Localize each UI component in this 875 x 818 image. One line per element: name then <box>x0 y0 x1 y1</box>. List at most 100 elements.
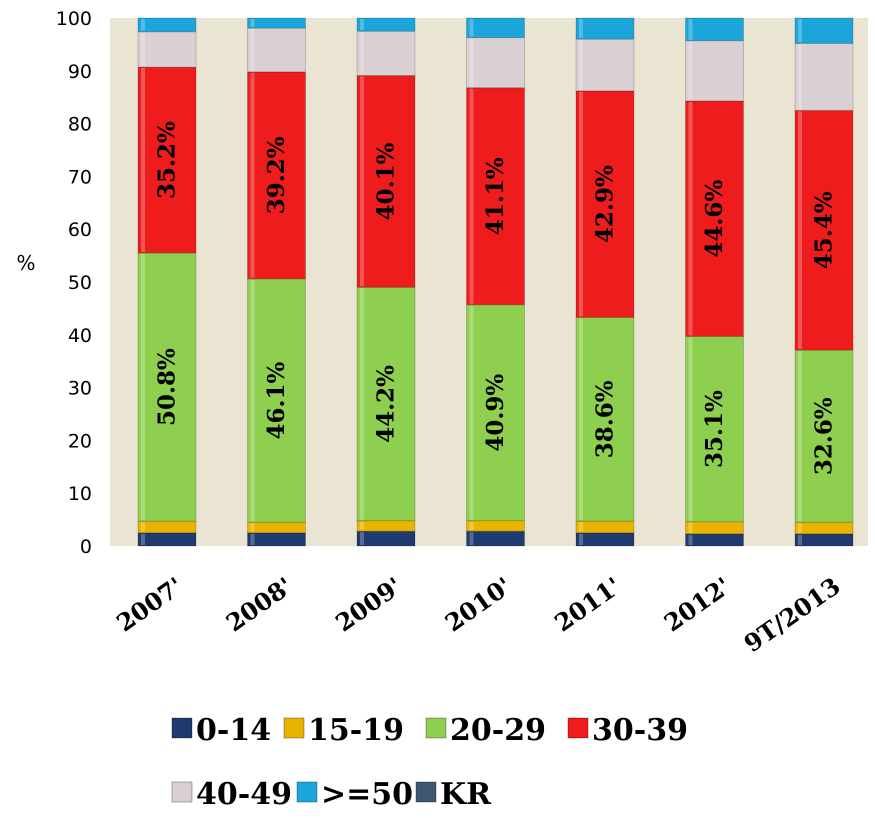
bar-stack: 40.9% 41.1% <box>466 17 525 547</box>
bar-highlight <box>688 41 693 100</box>
bars: 50.8% 35.2% 46.1% 39.2% 44.2% 40.1% 40.9% 41.1%… <box>137 17 854 547</box>
y-tick-label: 50 <box>68 272 92 294</box>
bar-segment <box>137 66 197 254</box>
bar-highlight <box>579 19 583 39</box>
y-tick-label: 40 <box>68 325 92 347</box>
bar-segment <box>137 532 197 547</box>
y-tick-label: 20 <box>68 430 92 452</box>
bar-segment <box>247 27 306 73</box>
bar-segment <box>466 87 525 306</box>
bar-highlight <box>250 533 255 545</box>
legend-label: 20-29 <box>450 713 546 748</box>
bar-segment <box>685 335 744 523</box>
bar-segment <box>794 42 854 111</box>
bar-segment <box>794 349 854 523</box>
bar-stack: 38.6% 42.9% <box>575 17 635 547</box>
bar-segment <box>466 17 525 39</box>
legend-swatch <box>415 781 437 803</box>
bar-segment <box>794 521 854 535</box>
legend-label: 15-19 <box>308 713 404 748</box>
bar-segment <box>794 109 854 351</box>
bar-highlight <box>360 521 364 531</box>
x-tick-label: 2009' <box>330 571 407 637</box>
bar-segment <box>685 40 744 102</box>
bar-highlight <box>250 19 255 28</box>
data-label: 50.8% <box>154 348 181 426</box>
bar-highlight <box>579 40 583 90</box>
bar-highlight <box>250 279 255 522</box>
bar-segment <box>137 17 197 33</box>
bar-highlight <box>579 522 583 532</box>
bar-highlight <box>250 72 255 278</box>
bar-highlight <box>141 19 145 31</box>
bar-highlight <box>141 533 145 545</box>
bar-stack: 50.8% 35.2% <box>137 17 197 547</box>
bar-segment <box>247 532 306 547</box>
bar-segment <box>685 17 744 42</box>
bar-highlight <box>360 32 364 75</box>
data-label: 35.1% <box>701 390 728 468</box>
x-tick-label: 2007' <box>111 571 188 637</box>
bar-segment <box>466 520 525 532</box>
bar-highlight <box>579 318 583 521</box>
data-label: 44.2% <box>373 365 400 443</box>
bar-highlight <box>798 523 802 533</box>
legend-swatch <box>171 781 193 803</box>
bar-highlight <box>141 68 145 252</box>
bar-segment <box>575 90 635 318</box>
bar-segment <box>575 38 635 92</box>
bar-highlight <box>688 522 693 533</box>
y-axis: 0 10 20 30 40 50 60 70 80 90 100% <box>16 8 92 558</box>
bar-stack: 46.1% 39.2% <box>247 17 306 547</box>
bar-segment <box>137 31 197 68</box>
x-axis: 2007' 2008' 2009' 2010' 2011' 2012' 9T/2013 <box>111 571 845 658</box>
bar-highlight <box>579 91 583 317</box>
bar-segment <box>575 17 635 40</box>
bar-segment <box>685 533 744 547</box>
legend-item: 30-39 <box>567 713 688 748</box>
bar-stack: 32.6% 45.4% <box>794 17 854 547</box>
data-label: 42.9% <box>592 165 619 243</box>
bar-segment <box>137 252 197 522</box>
x-tick-label: 2012' <box>659 571 736 637</box>
legend-swatch <box>425 717 447 739</box>
y-tick-label: 70 <box>68 166 92 188</box>
bar-highlight <box>688 101 693 336</box>
legend-swatch <box>567 717 589 739</box>
data-label: 39.2% <box>263 136 290 214</box>
y-axis-label: % <box>16 251 35 275</box>
bar-segment <box>247 278 306 523</box>
bar-highlight <box>688 337 693 521</box>
bar-highlight <box>798 351 802 522</box>
x-tick-label: 2010' <box>440 571 517 637</box>
bar-segment <box>137 520 197 534</box>
bar-highlight <box>579 533 583 545</box>
legend: 0-14 15-19 20-29 30-39 40-49 >=50 KR <box>171 713 688 812</box>
bar-highlight <box>141 522 145 532</box>
legend-item: 15-19 <box>283 713 404 748</box>
data-label: 38.6% <box>592 380 619 458</box>
data-label: 40.9% <box>482 374 509 452</box>
data-label: 40.1% <box>373 142 400 220</box>
legend-item: 40-49 <box>171 777 292 812</box>
bar-segment <box>466 37 525 89</box>
bar-highlight <box>250 523 255 532</box>
data-label: 44.6% <box>701 180 728 258</box>
bar-segment <box>575 316 635 522</box>
legend-item: >=50 <box>296 777 413 812</box>
bar-segment <box>466 530 525 547</box>
bar-highlight <box>250 29 255 71</box>
bar-highlight <box>798 19 802 43</box>
bar-segment <box>356 30 416 77</box>
bar-highlight <box>141 253 145 521</box>
y-tick-label: 80 <box>68 114 92 136</box>
bar-highlight <box>360 288 364 520</box>
legend-swatch <box>283 717 305 739</box>
bar-highlight <box>469 88 474 304</box>
legend-label: >=50 <box>321 777 413 812</box>
data-label: 45.4% <box>811 191 838 269</box>
legend-label: KR <box>440 777 492 812</box>
legend-item: 0-14 <box>171 713 271 748</box>
bar-segment <box>356 17 416 32</box>
